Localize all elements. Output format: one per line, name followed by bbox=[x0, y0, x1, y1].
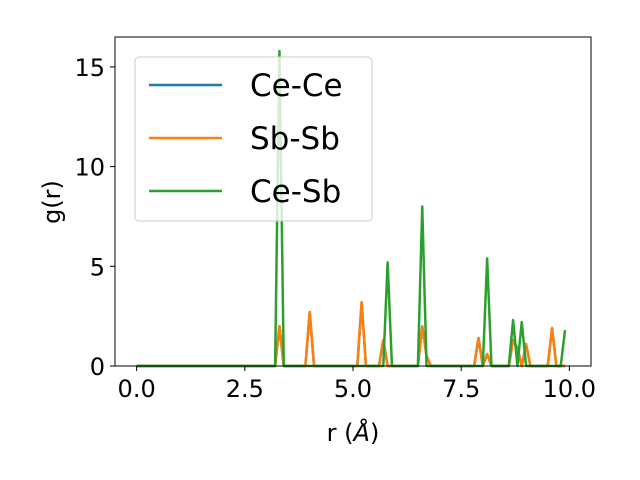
x-axis-label-text: r ( bbox=[327, 419, 354, 447]
x-axis-label-unit: Å bbox=[352, 418, 370, 447]
x-axis-label: r (Å) bbox=[327, 418, 380, 447]
y-axis-label: g(r) bbox=[38, 180, 66, 224]
y-tick-label: 5 bbox=[90, 253, 105, 281]
legend-label-ce-ce: Ce-Ce bbox=[250, 68, 343, 104]
legend-label-sb-sb: Sb-Sb bbox=[250, 121, 340, 157]
x-tick-label: 7.5 bbox=[442, 375, 480, 403]
x-axis: 0.0 2.5 5.0 7.5 10.0 bbox=[118, 366, 596, 403]
legend: Ce-Ce Sb-Sb Ce-Sb bbox=[134, 56, 373, 222]
y-tick-label: 0 bbox=[90, 353, 105, 381]
y-tick-label: 15 bbox=[74, 54, 105, 82]
y-tick-label: 10 bbox=[74, 154, 105, 182]
x-tick-label: 2.5 bbox=[226, 375, 264, 403]
x-tick-label: 5.0 bbox=[334, 375, 372, 403]
x-tick-label: 10.0 bbox=[543, 375, 596, 403]
legend-label-ce-sb: Ce-Sb bbox=[250, 174, 341, 210]
x-tick-label: 0.0 bbox=[118, 375, 156, 403]
x-axis-label-close: ) bbox=[370, 419, 379, 447]
y-axis: 0 5 10 15 bbox=[74, 54, 115, 381]
legend-box bbox=[134, 56, 373, 222]
